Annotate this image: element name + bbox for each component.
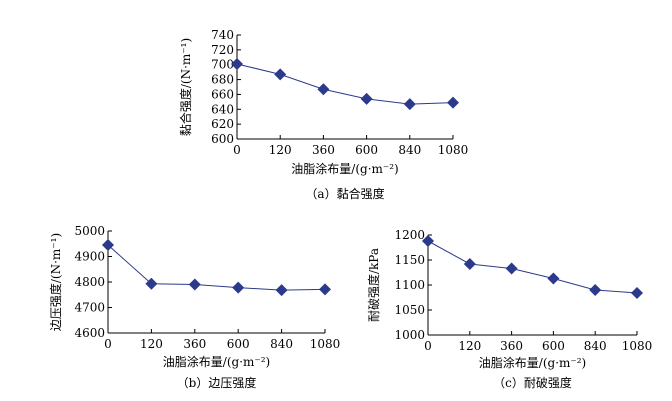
data-point-marker (422, 235, 434, 247)
x-tick-label: 0 (424, 339, 432, 353)
y-tick-label: 5000 (74, 224, 105, 238)
y-tick-label: 720 (211, 43, 234, 57)
x-tick-label: 600 (227, 337, 250, 351)
data-point-marker (403, 98, 416, 111)
y-tick-label: 600 (211, 132, 234, 146)
x-tick-label: 840 (270, 337, 293, 351)
x-axis-label: 油脂涂布量/(g·m⁻²) (163, 354, 270, 369)
y-tick-label: 4900 (74, 250, 105, 264)
chart-b-edge-crush-strength: 4600 4700 4800 4900 5000 0 120 360 600 840 1080 边压强… (48, 224, 340, 390)
y-tick-label: 640 (211, 102, 234, 116)
data-point-marker (145, 277, 158, 290)
x-tick-label: 120 (269, 143, 292, 157)
x-tick-label: 600 (355, 143, 378, 157)
series-line (236, 63, 454, 105)
y-tick-label: 4700 (74, 301, 105, 315)
data-point-marker (505, 262, 518, 275)
x-tick-label: 0 (104, 337, 112, 351)
x-tick-label: 840 (398, 143, 421, 157)
data-point-marker (275, 284, 288, 297)
x-tick-label: 120 (140, 337, 163, 351)
data-point-marker (319, 283, 331, 296)
data-point-marker (547, 272, 560, 285)
y-tick-label: 660 (211, 87, 234, 101)
y-axis-label: 黏合强度/(N·m⁻¹) (178, 38, 193, 136)
y-tick-label: 1100 (394, 278, 425, 292)
data-point-marker (463, 258, 476, 270)
y-axis-label: 耐破强度/kPa (366, 248, 381, 322)
data-point-marker (589, 284, 602, 296)
chart-c-burst-strength: 1000 1050 1100 1150 1200 0 120 360 600 840 1080 耐破强… (366, 228, 652, 390)
series-line (427, 240, 638, 294)
data-point-marker (102, 239, 114, 252)
y-axis-label: 边压强度/(N·m⁻¹) (48, 233, 63, 331)
x-tick-label: 360 (312, 143, 335, 157)
y-tick-label: 740 (211, 28, 234, 42)
x-tick-label: 840 (584, 339, 607, 353)
series-line (107, 244, 326, 291)
y-tick-label: 620 (211, 117, 234, 131)
x-tick-label: 1080 (438, 143, 469, 157)
data-point-marker (231, 57, 243, 70)
x-tick-label: 1080 (310, 337, 341, 351)
chart-caption: （b）边压强度 (177, 375, 257, 390)
x-axis-label: 油脂涂布量/(g·m⁻²) (291, 161, 398, 176)
data-point-marker (317, 83, 330, 96)
data-point-marker (360, 92, 373, 105)
x-tick-label: 120 (458, 339, 481, 353)
y-tick-label: 4600 (74, 326, 105, 340)
x-axis-label: 油脂涂布量/(g·m⁻²) (479, 355, 586, 370)
y-tick-label: 1050 (394, 303, 425, 317)
x-tick-label: 0 (233, 143, 241, 157)
y-tick-label: 700 (211, 58, 234, 72)
y-tick-label: 1150 (394, 253, 425, 267)
y-tick-label: 4800 (74, 275, 105, 289)
chart-caption: （c）耐破强度 (493, 375, 572, 390)
y-tick-label: 680 (211, 73, 234, 87)
data-point-marker (232, 281, 245, 294)
chart-caption: （a）黏合强度 (305, 186, 384, 201)
x-tick-label: 360 (183, 337, 206, 351)
x-tick-label: 1080 (622, 339, 653, 353)
y-tick-label: 1200 (394, 228, 425, 242)
data-point-marker (447, 96, 459, 109)
x-tick-label: 360 (500, 339, 523, 353)
data-point-marker (631, 287, 643, 299)
y-tick-label: 1000 (394, 328, 425, 342)
data-point-marker (274, 68, 287, 81)
x-tick-label: 600 (542, 339, 565, 353)
data-point-marker (188, 278, 201, 291)
